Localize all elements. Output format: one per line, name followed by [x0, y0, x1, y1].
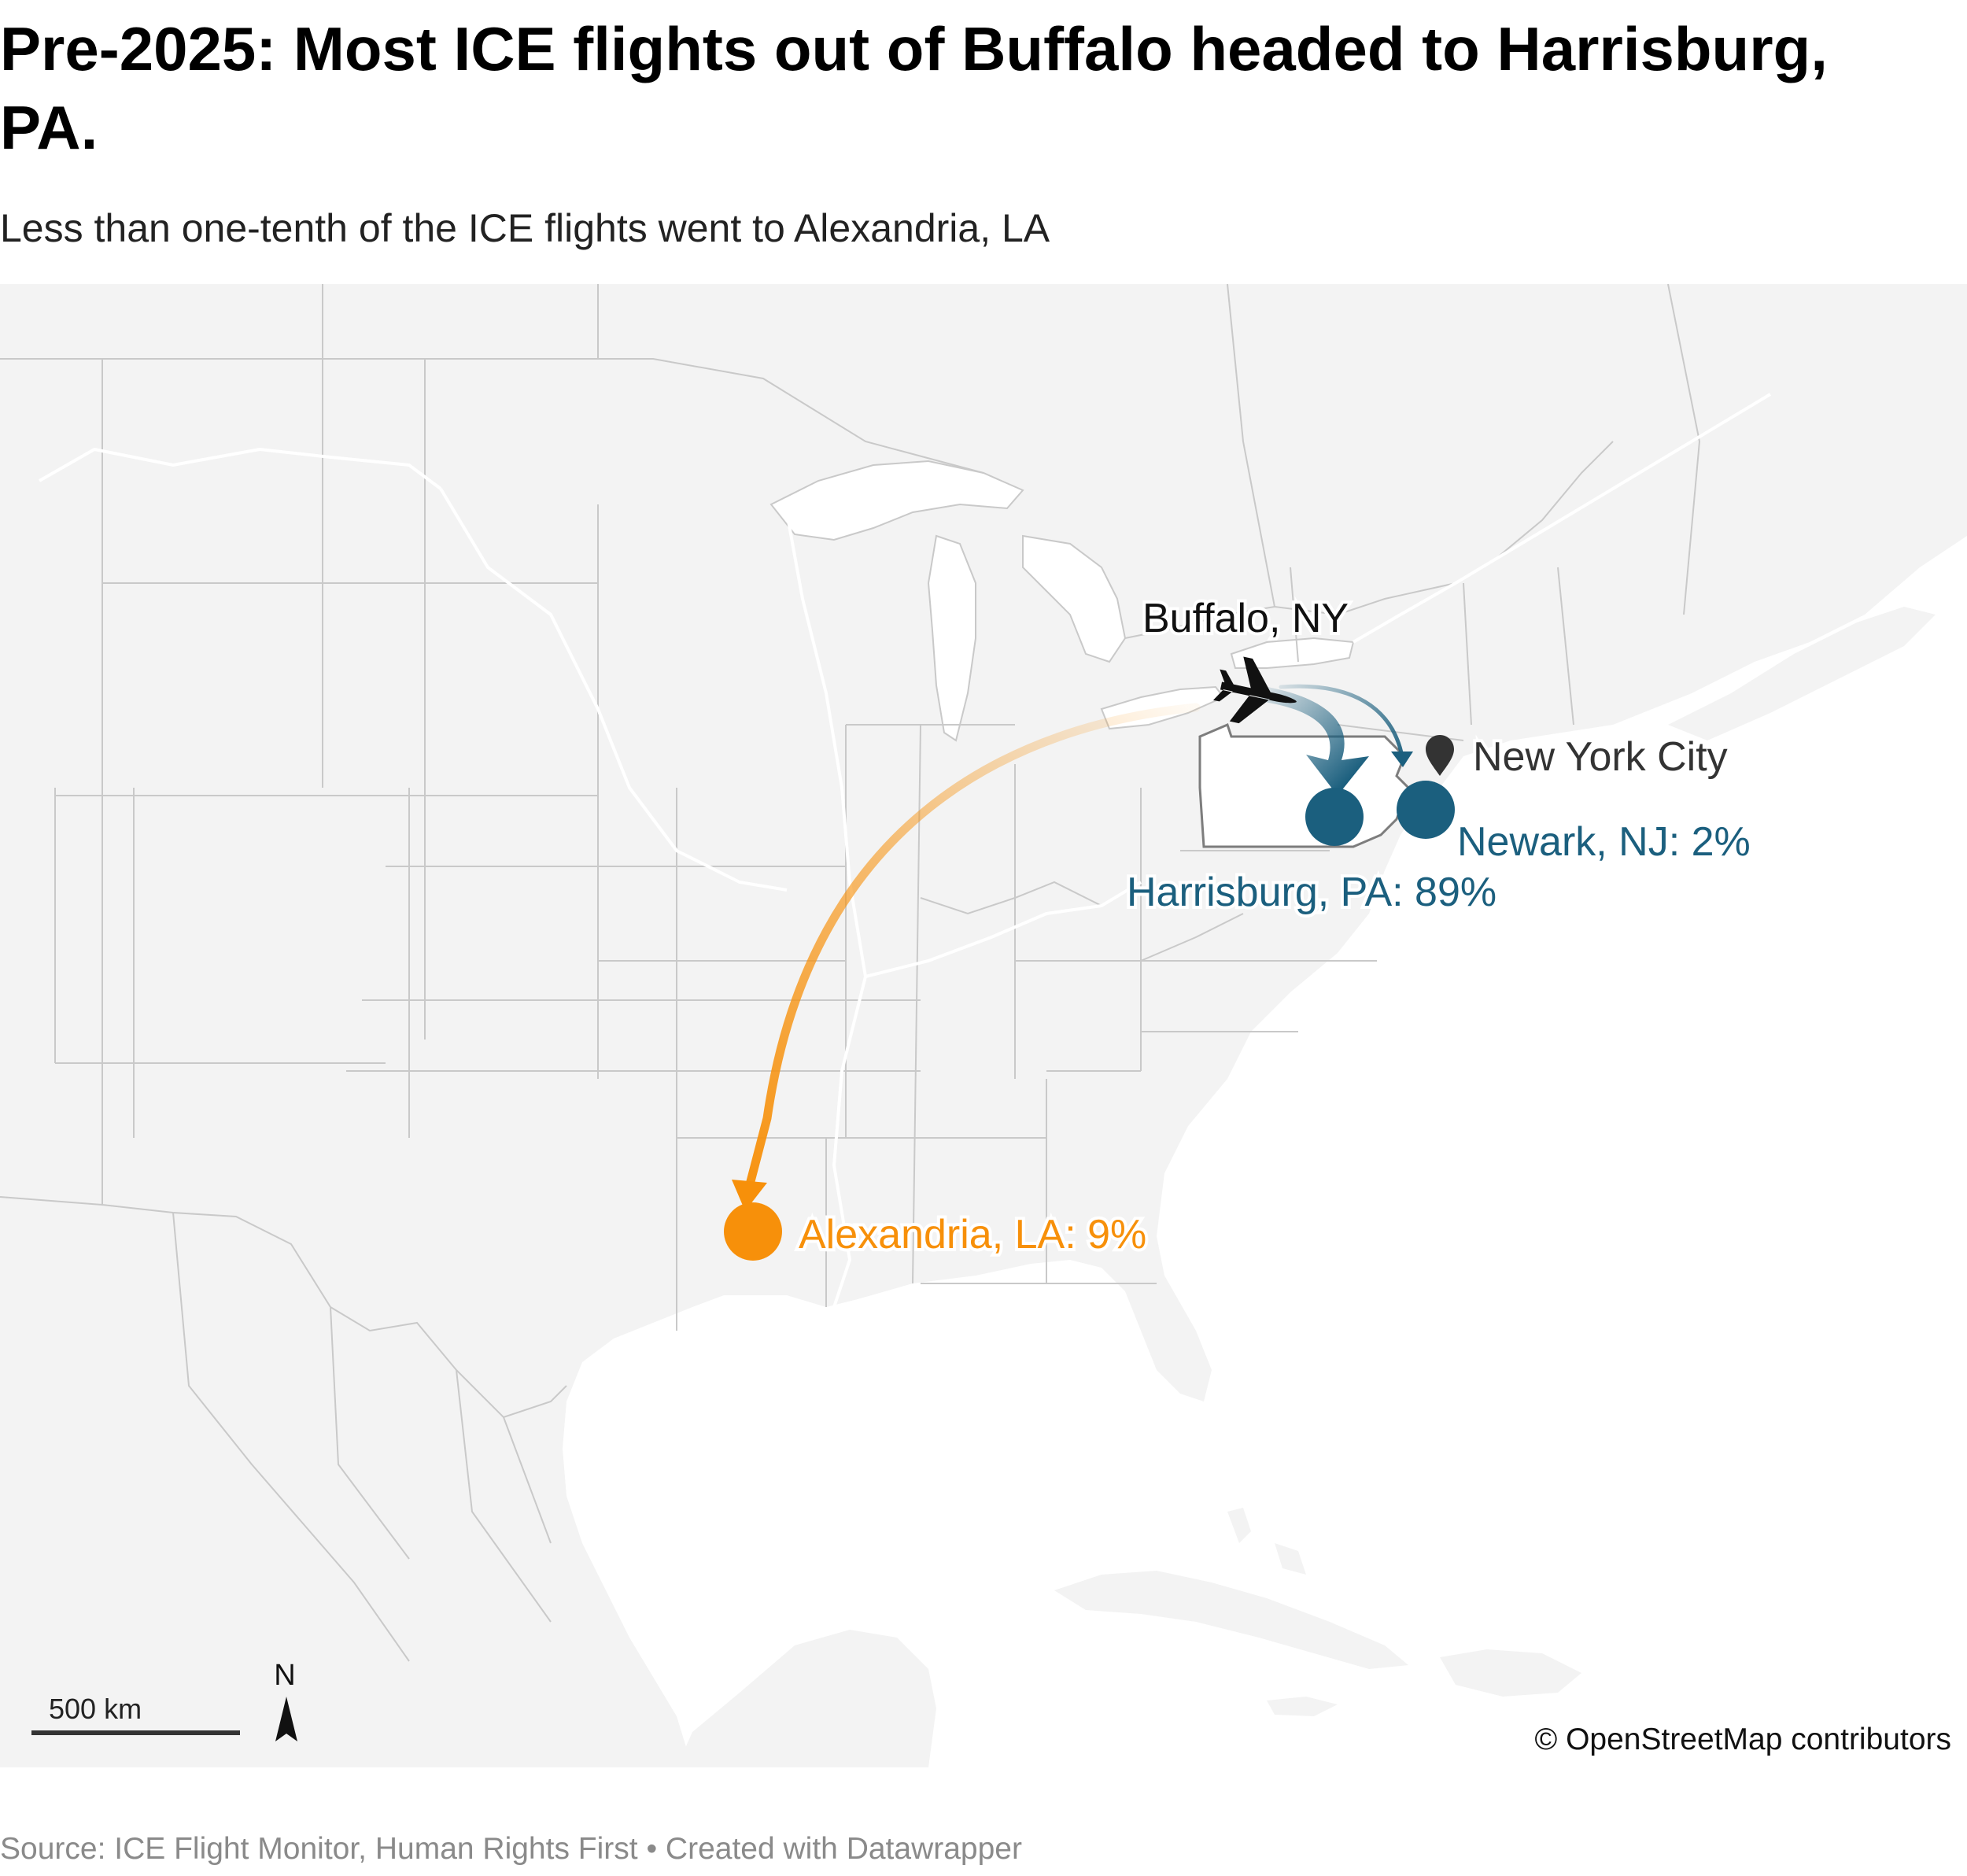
yucatan-land: [677, 1630, 936, 1767]
pennsylvania-highlight: [1198, 722, 1410, 848]
source-footer: Source: ICE Flight Monitor, Human Rights…: [0, 1832, 1022, 1866]
route-to-newark: [1279, 684, 1404, 759]
scale-bar: 500 km: [31, 1693, 240, 1735]
harrisburg-label: Harrisburg, PA: 89%: [1127, 870, 1496, 915]
map: Buffalo, NY New York City Newark, NJ: 2%…: [0, 284, 1967, 1767]
north-america-land: [0, 284, 1967, 1767]
north-arrow: N: [274, 1659, 297, 1741]
nova-scotia-land: [1668, 607, 1936, 740]
state-borders-vertical: [101, 359, 1142, 1331]
destination-markers: [724, 781, 1455, 1261]
route-to-alexandria: [744, 703, 1201, 1192]
airplane-icon: [1212, 656, 1297, 724]
map-attribution: © OpenStreetMap contributors: [1535, 1723, 1952, 1756]
admin-borders: [0, 284, 1701, 1662]
hispaniola-land: [1440, 1649, 1581, 1697]
chart-subtitle: Less than one-tenth of the ICE flights w…: [0, 206, 1050, 250]
ohio-river: [865, 881, 1142, 978]
lake-michigan: [927, 534, 976, 742]
lake-huron: [1022, 534, 1127, 663]
state-borders-east: [920, 567, 1574, 962]
flight-routes: [732, 684, 1413, 1211]
newark-label: Newark, NJ: 2%: [1457, 819, 1751, 865]
alexandria-label: Alexandria, LA: 9%: [799, 1212, 1146, 1257]
canada-us-border: [0, 358, 1614, 639]
rivers: [39, 393, 1772, 1308]
great-lakes: [769, 460, 1355, 742]
missouri-river: [39, 447, 788, 892]
scale-bar-label: 500 km: [49, 1693, 142, 1725]
lake-superior: [769, 460, 1024, 541]
land-masses: [0, 284, 1967, 1767]
chart-title: Pre-2025: Most ICE flights out of Buffal…: [0, 14, 1828, 162]
north-arrow-icon: [275, 1697, 297, 1741]
origin-label: Buffalo, NY: [1142, 596, 1349, 641]
route-to-alexandria-arrowhead: [732, 1180, 767, 1211]
map-pin-icon: [1426, 735, 1454, 776]
mississippi-river: [785, 511, 868, 1308]
jamaica-land: [1267, 1697, 1338, 1716]
state-borders-horizontal: [54, 582, 1377, 1284]
bahamas-land: [1227, 1508, 1306, 1575]
route-to-harrisburg: [1259, 685, 1369, 796]
mexico-state-borders: [172, 1212, 552, 1662]
canada-province-borders: [322, 284, 1701, 615]
map-labels: Buffalo, NY New York City Newark, NJ: 2%…: [795, 593, 1754, 1261]
us-mexico-border: [0, 1196, 567, 1419]
st-lawrence-river: [1352, 393, 1772, 644]
cuba-land: [1054, 1571, 1408, 1669]
north-arrow-label: N: [274, 1659, 295, 1692]
lake-ontario: [1230, 637, 1355, 669]
newark-marker: [1397, 781, 1455, 839]
alexandria-marker: [724, 1202, 782, 1261]
route-to-newark-arrowhead: [1391, 752, 1413, 767]
harrisburg-marker: [1305, 788, 1364, 846]
scale-bar-line: [31, 1730, 240, 1735]
new-york-city-label: New York City: [1473, 734, 1728, 780]
